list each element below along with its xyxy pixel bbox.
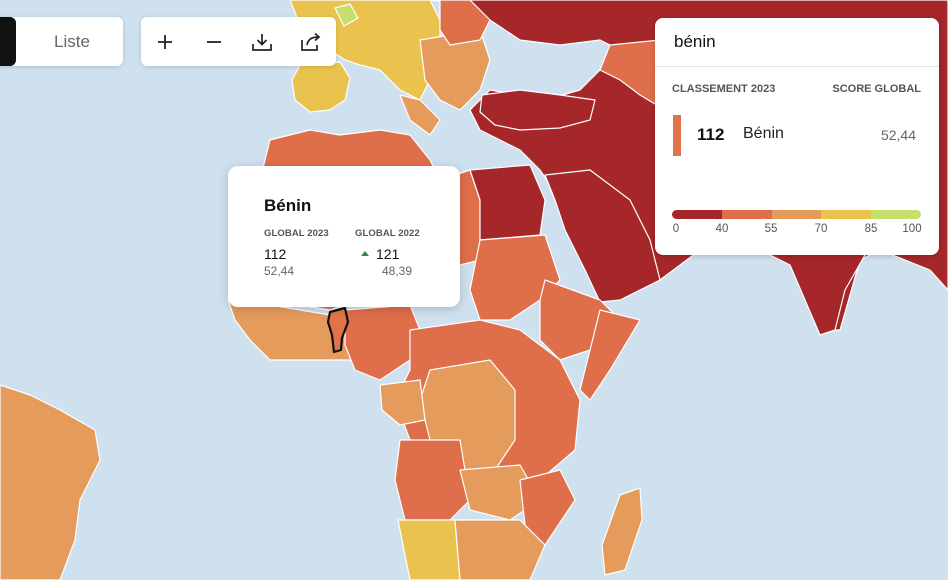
- legend-tick: 100: [902, 223, 922, 235]
- view-toggle: Liste: [0, 17, 123, 66]
- country-somalia[interactable]: [579, 309, 641, 401]
- legend-tick: 70: [814, 223, 828, 235]
- tooltip-score-2023: 52,44: [264, 264, 295, 278]
- tooltip-rank-2023: 112: [264, 246, 287, 262]
- legend-tick: 40: [715, 223, 729, 235]
- legend-segment: [721, 210, 772, 219]
- search-box: [655, 18, 939, 67]
- search-input[interactable]: [674, 28, 914, 56]
- arrow-up-icon: [361, 251, 369, 256]
- map-tools: [141, 17, 336, 66]
- country-east-europe[interactable]: [439, 0, 491, 46]
- legend-tick: 0: [672, 223, 680, 235]
- legend-ticks: 0 40 55 70 85 100: [655, 223, 939, 237]
- minus-icon: [206, 40, 221, 43]
- tooltip-score-2022: 48,39: [382, 264, 413, 278]
- search-panel: CLASSEMENT 2023 SCORE GLOBAL 112 Bénin 5…: [655, 18, 939, 255]
- rank-column-header: CLASSEMENT 2023: [672, 83, 776, 95]
- region-brazil[interactable]: [0, 384, 101, 580]
- country-egypt[interactable]: [469, 164, 546, 241]
- country-mozambique[interactable]: [519, 469, 576, 546]
- country-south-east-africa[interactable]: [454, 519, 546, 580]
- list-view-button[interactable]: Liste: [54, 32, 90, 51]
- legend-segment: [771, 210, 822, 219]
- tooltip-label-2023: GLOBAL 2023: [264, 228, 329, 239]
- country-sudan[interactable]: [469, 234, 561, 321]
- download-button[interactable]: [238, 17, 287, 66]
- score-legend-bar: [672, 210, 921, 219]
- legend-tick: 55: [764, 223, 778, 235]
- country-angola[interactable]: [394, 439, 471, 521]
- country-green-nordic[interactable]: [334, 3, 359, 27]
- zoom-out-button[interactable]: [190, 17, 239, 66]
- country-benin-selected[interactable]: [326, 306, 350, 354]
- country-italy[interactable]: [399, 94, 441, 136]
- country-madagascar[interactable]: [601, 487, 643, 576]
- share-button[interactable]: [287, 17, 336, 66]
- zoom-in-button[interactable]: [141, 17, 190, 66]
- download-icon: [252, 33, 273, 51]
- country-gabon[interactable]: [379, 379, 426, 426]
- tooltip-country-name: Bénin: [264, 196, 312, 215]
- country-turkey[interactable]: [479, 89, 596, 131]
- map-view-tab[interactable]: [0, 17, 16, 66]
- plus-icon: [158, 34, 173, 49]
- legend-tick: 85: [864, 223, 878, 235]
- legend-segment: [821, 210, 872, 219]
- result-rank: 112: [697, 125, 725, 144]
- country-tooltip: Bénin GLOBAL 2023 GLOBAL 2022 112 52,44 …: [228, 166, 460, 307]
- result-color-bar: [673, 115, 681, 156]
- legend-segment: [871, 210, 921, 219]
- share-icon: [300, 32, 321, 51]
- country-nigeria[interactable]: [344, 304, 421, 381]
- tooltip-label-2022: GLOBAL 2022: [355, 228, 420, 239]
- country-iberia[interactable]: [291, 61, 351, 113]
- result-country-name: Bénin: [743, 125, 784, 142]
- tooltip-rank-2022: 121: [376, 246, 400, 262]
- result-score: 52,44: [880, 127, 916, 143]
- country-arabia[interactable]: [544, 169, 661, 303]
- score-column-header: SCORE GLOBAL: [832, 83, 921, 95]
- legend-segment: [672, 210, 722, 219]
- country-namibia[interactable]: [397, 519, 461, 580]
